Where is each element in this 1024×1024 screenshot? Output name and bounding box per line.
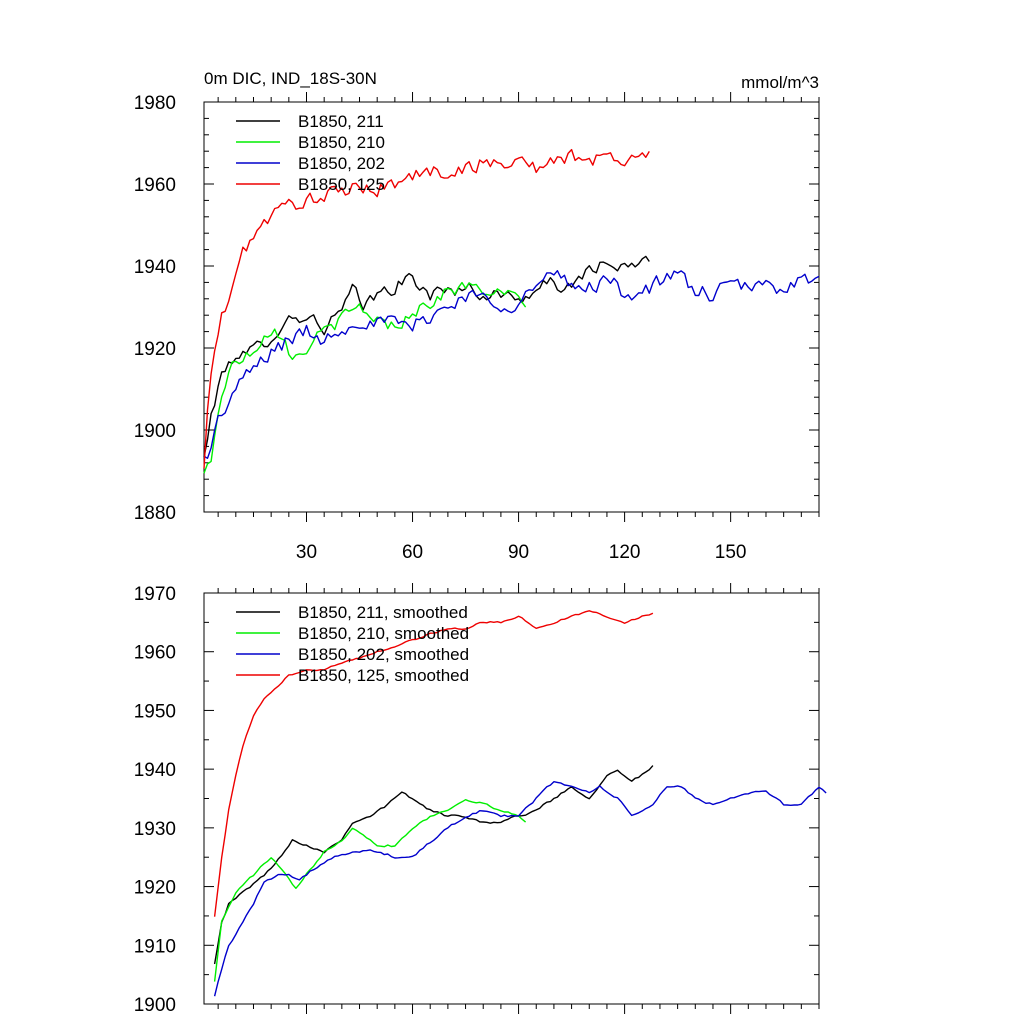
legend-label-4: B1850, 125 (298, 175, 385, 194)
plot-frame (203, 592, 820, 1005)
y-tick-label: 1980 (134, 93, 176, 114)
series-line-1 (203, 255, 650, 458)
legend-label-1: B1850, 211 (298, 112, 384, 131)
plot-frame (203, 101, 820, 513)
top-panel-raw: 0m DIC, IND_18S-30N mmol/m^3 1880 1900 1920 1… (134, 69, 820, 563)
x-tick-label: 150 (715, 542, 747, 563)
series-line-3 (203, 270, 820, 459)
y-tick-label: 1920 (134, 878, 176, 899)
x-tick-label: 60 (402, 542, 423, 563)
y-tick-label: 1900 (134, 421, 176, 442)
legend-label-4: B1850, 125, smoothed (298, 666, 469, 685)
legend-label-2: B1850, 210 (298, 133, 385, 152)
y-tick-label: 1920 (134, 339, 176, 360)
y-tick-label: 1960 (134, 643, 176, 664)
series-line-2 (213, 799, 527, 982)
y-tick-label: 1880 (134, 503, 176, 524)
legend-label-3: B1850, 202 (298, 154, 385, 173)
series-line-4 (213, 610, 654, 917)
y-tick-label: 1970 (134, 584, 176, 605)
y-tick-label: 1910 (134, 936, 176, 957)
y-tick-label: 1950 (134, 701, 176, 722)
y-tick-label: 1960 (134, 175, 176, 196)
y-tick-label: 1930 (134, 819, 176, 840)
y-tick-label: 1940 (134, 257, 176, 278)
x-tick-label: 120 (609, 542, 641, 563)
series-line-1 (213, 765, 654, 965)
y-tick-label: 1900 (134, 995, 176, 1016)
legend-label-1: B1850, 211, smoothed (298, 603, 468, 622)
legend-label-2: B1850, 210, smoothed (298, 624, 469, 643)
chart-title: 0m DIC, IND_18S-30N (204, 69, 377, 88)
chart-units: mmol/m^3 (741, 73, 819, 92)
series-line-4 (203, 148, 650, 469)
series-line-2 (203, 281, 527, 474)
bottom-panel-smoothed: 1900 1910 1920 1930 1940 1950 1960 1970 B1850, 2… (134, 583, 827, 1016)
legend-label-3: B1850, 202, smoothed (298, 645, 469, 664)
series-line-3 (213, 781, 827, 997)
x-tick-label: 30 (296, 542, 317, 563)
y-tick-label: 1940 (134, 760, 176, 781)
x-tick-label: 90 (508, 542, 529, 563)
